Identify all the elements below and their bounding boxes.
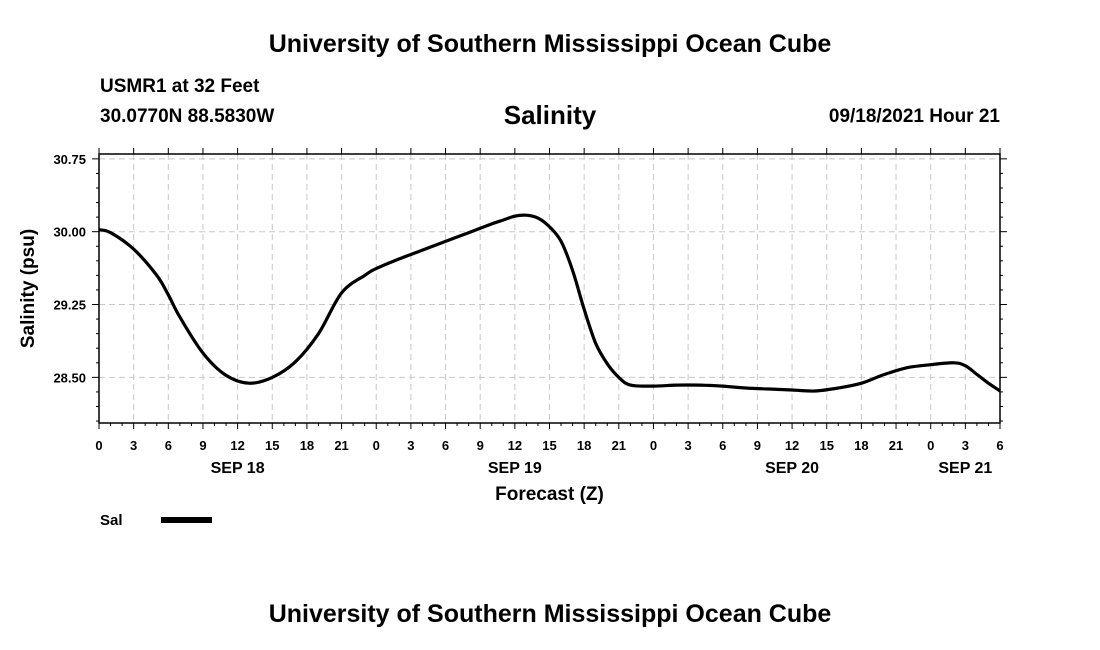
x-tick-label: 6 [442, 438, 449, 453]
x-tick-label: 21 [334, 438, 348, 453]
axis-tick-labels: 0 3 6 9 12 15 18 21 0 3 6 9 12 15 18 21 0 3 6 9 12 15 18 21 0 3 6S… [53, 152, 1003, 477]
top-title: University of Southern Mississippi Ocean… [268, 30, 832, 58]
x-tick-label: 18 [577, 438, 591, 453]
x-tick-label: 21 [889, 438, 903, 453]
x-tick-label: 0 [927, 438, 934, 453]
grid-lines [99, 154, 1000, 423]
x-date-label: SEP 20 [765, 460, 819, 477]
x-tick-label: 18 [854, 438, 868, 453]
y-tick-label: 30.75 [53, 152, 86, 167]
station-label: USMR1 at 32 Feet [100, 76, 260, 97]
x-tick-label: 15 [265, 438, 279, 453]
x-axis-label: Forecast (Z) [495, 484, 604, 505]
series-layer [98, 213, 1001, 393]
x-tick-label: 12 [508, 438, 522, 453]
x-tick-label: 15 [542, 438, 556, 453]
x-tick-label: 0 [95, 438, 102, 453]
x-tick-label: 3 [407, 438, 414, 453]
x-tick-label: 9 [754, 438, 761, 453]
x-tick-label: 3 [684, 438, 691, 453]
x-tick-label: 0 [373, 438, 380, 453]
x-tick-label: 9 [477, 438, 484, 453]
legend-label: Sal [100, 512, 123, 529]
forecast-datetime: 09/18/2021 Hour 21 [828, 106, 1000, 127]
x-tick-label: 0 [650, 438, 657, 453]
x-date-label: SEP 19 [488, 460, 542, 477]
chart-title: Salinity [503, 100, 597, 130]
x-tick-label: 18 [300, 438, 314, 453]
series-line-sal [98, 213, 1001, 393]
x-tick-label: 3 [130, 438, 137, 453]
x-tick-label: 9 [199, 438, 206, 453]
y-axis-label: Salinity (psu) [18, 229, 39, 348]
bottom-title: University of Southern Mississippi Ocean… [268, 600, 832, 628]
x-tick-label: 3 [962, 438, 969, 453]
y-tick-label: 28.50 [53, 370, 86, 385]
x-tick-label: 6 [719, 438, 726, 453]
x-tick-label: 6 [996, 438, 1003, 453]
station-coordinates: 30.0770N 88.5830W [100, 106, 275, 127]
y-tick-label: 30.00 [53, 225, 86, 240]
x-tick-label: 12 [785, 438, 799, 453]
axis-ticks [92, 148, 1007, 429]
y-tick-label: 29.25 [53, 298, 86, 313]
x-tick-label: 21 [612, 438, 626, 453]
x-date-label: SEP 21 [938, 460, 992, 477]
x-tick-label: 6 [165, 438, 172, 453]
x-date-label: SEP 18 [211, 460, 265, 477]
x-tick-label: 12 [230, 438, 244, 453]
x-tick-label: 15 [819, 438, 833, 453]
